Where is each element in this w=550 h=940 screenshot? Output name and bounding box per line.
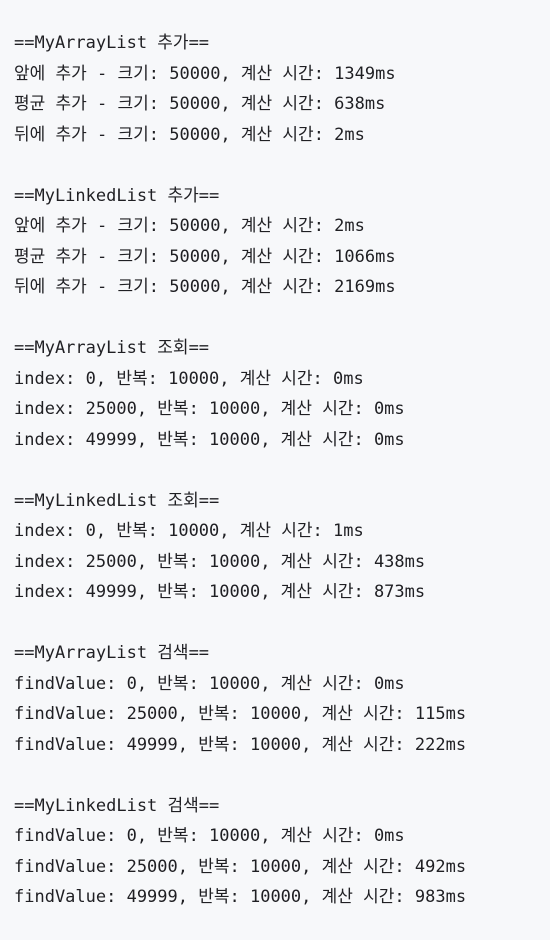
- output-line: 평균 추가 - 크기: 50000, 계산 시간: 1066ms: [14, 246, 396, 267]
- output-line: index: 0, 반복: 10000, 계산 시간: 1ms: [14, 521, 364, 541]
- output-line: findValue: 49999, 반복: 10000, 계산 시간: 222m…: [14, 734, 467, 755]
- section-header: ==MyArrayList 추가==: [14, 33, 210, 53]
- output-line: findValue: 0, 반복: 10000, 계산 시간: 0ms: [14, 673, 405, 694]
- section-linkedlist-search: ==MyLinkedList 검색== findValue: 0, 반복: 10…: [14, 791, 550, 913]
- output-line: findValue: 25000, 반복: 10000, 계산 시간: 492m…: [14, 856, 467, 877]
- section-header: ==MyLinkedList 추가==: [14, 185, 220, 206]
- output-line: index: 25000, 반복: 10000, 계산 시간: 438ms: [14, 551, 426, 572]
- section-header: ==MyArrayList 조회==: [14, 338, 210, 358]
- output-line: index: 0, 반복: 10000, 계산 시간: 0ms: [14, 368, 364, 389]
- output-line: 앞에 추가 - 크기: 50000, 계산 시간: 2ms: [14, 216, 365, 236]
- section-header: ==MyLinkedList 검색==: [14, 795, 220, 816]
- output-line: 앞에 추가 - 크기: 50000, 계산 시간: 1349ms: [14, 63, 396, 84]
- section-arraylist-get: ==MyArrayList 조회== index: 0, 반복: 10000, …: [14, 333, 550, 455]
- section-header: ==MyArrayList 검색==: [14, 643, 210, 663]
- output-line: findValue: 0, 반복: 10000, 계산 시간: 0ms: [14, 826, 405, 846]
- output-line: 뒤에 추가 - 크기: 50000, 계산 시간: 2169ms: [14, 277, 396, 297]
- section-linkedlist-get: ==MyLinkedList 조회== index: 0, 반복: 10000,…: [14, 486, 550, 608]
- output-line: 뒤에 추가 - 크기: 50000, 계산 시간: 2ms: [14, 124, 365, 145]
- section-arraylist-search: ==MyArrayList 검색== findValue: 0, 반복: 100…: [14, 638, 550, 760]
- output-line: index: 25000, 반복: 10000, 계산 시간: 0ms: [14, 399, 405, 419]
- output-line: 평균 추가 - 크기: 50000, 계산 시간: 638ms: [14, 94, 386, 114]
- output-line: index: 49999, 반복: 10000, 계산 시간: 873ms: [14, 582, 426, 602]
- section-header: ==MyLinkedList 조회==: [14, 490, 220, 511]
- section-arraylist-add: ==MyArrayList 추가== 앞에 추가 - 크기: 50000, 계산…: [14, 28, 550, 150]
- output-line: findValue: 25000, 반복: 10000, 계산 시간: 115m…: [14, 704, 467, 724]
- output-line: findValue: 49999, 반복: 10000, 계산 시간: 983m…: [14, 887, 467, 907]
- section-linkedlist-add: ==MyLinkedList 추가== 앞에 추가 - 크기: 50000, 계…: [14, 181, 550, 303]
- output-line: index: 49999, 반복: 10000, 계산 시간: 0ms: [14, 429, 405, 450]
